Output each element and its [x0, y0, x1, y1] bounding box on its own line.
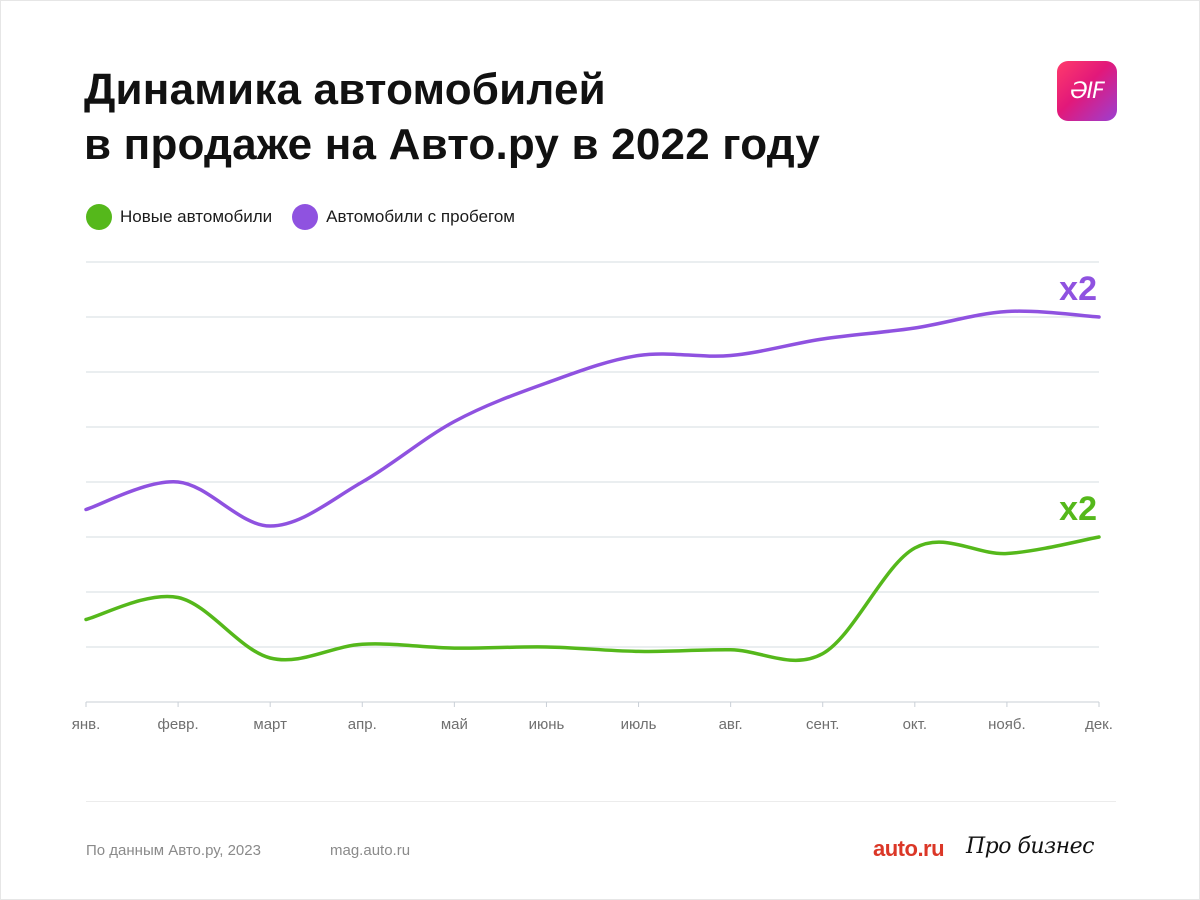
end-label-used: x2 — [1059, 270, 1097, 308]
data-point — [1097, 535, 1101, 539]
site-link[interactable]: mag.auto.ru — [330, 842, 411, 859]
data-point — [268, 656, 272, 660]
source-note: По данным Авто.ру, 2023 — [86, 842, 261, 859]
x-tick-label: дек. — [1085, 716, 1113, 733]
autoru-logo: auto.ru — [873, 836, 945, 861]
x-tick-label: янв. — [72, 716, 101, 733]
data-point — [360, 642, 364, 646]
data-point — [637, 649, 641, 653]
chart-legend: Новые автомобили Автомобили с пробегом — [86, 204, 535, 230]
data-point — [913, 326, 917, 330]
data-point — [176, 596, 180, 600]
x-tick-label: июль — [621, 716, 657, 733]
legend-label-new: Новые автомобили — [120, 207, 273, 226]
chart-title: Динамика автомобилей в продаже на Авто.р… — [84, 62, 984, 172]
title-line-2: в продаже на Авто.ру в 2022 году — [84, 120, 821, 169]
data-point — [637, 354, 641, 358]
probusiness-logo: Про бизнес — [966, 834, 1094, 859]
series-line-used — [84, 309, 1101, 528]
x-tick-label: март — [253, 716, 287, 733]
data-point — [84, 508, 88, 512]
data-point — [729, 648, 733, 652]
legend-item-new: Новые автомобили — [86, 204, 272, 230]
data-point — [268, 524, 272, 528]
legend-item-used: Автомобили с пробегом — [292, 204, 515, 230]
data-point — [913, 546, 917, 550]
aif-logo: ƏIF — [1057, 61, 1117, 121]
legend-swatch-new — [86, 204, 112, 230]
x-tick-label: окт. — [903, 716, 927, 733]
x-tick-label: февр. — [158, 716, 199, 733]
x-tick-label: сент. — [806, 716, 840, 733]
data-point — [821, 337, 825, 341]
legend-swatch-used — [292, 204, 319, 230]
x-tick-label: нояб. — [988, 716, 1026, 733]
data-point — [544, 645, 548, 649]
end-label-new: x2 — [1059, 490, 1097, 528]
data-point — [1005, 552, 1009, 556]
data-point — [1005, 310, 1009, 314]
data-point — [176, 480, 180, 484]
data-point — [360, 480, 364, 484]
data-point — [84, 618, 88, 622]
series-line-new — [84, 535, 1101, 663]
footer-divider — [86, 801, 1116, 802]
data-point — [452, 646, 456, 650]
x-tick-label: авг. — [719, 716, 743, 733]
x-tick-label: апр. — [348, 716, 377, 733]
x-tick-label: май — [441, 716, 468, 733]
data-point — [452, 420, 456, 424]
x-tick-label: июнь — [529, 716, 565, 733]
data-point — [729, 354, 733, 358]
legend-label-used: Автомобили с пробегом — [326, 207, 515, 226]
line-chart: янв. февр. март апр. май июнь июль авг. сент. окт… — [72, 261, 1113, 733]
data-point — [1097, 315, 1101, 319]
data-point — [821, 652, 825, 656]
data-point — [544, 381, 548, 385]
title-line-1: Динамика автомобилей — [84, 65, 606, 114]
